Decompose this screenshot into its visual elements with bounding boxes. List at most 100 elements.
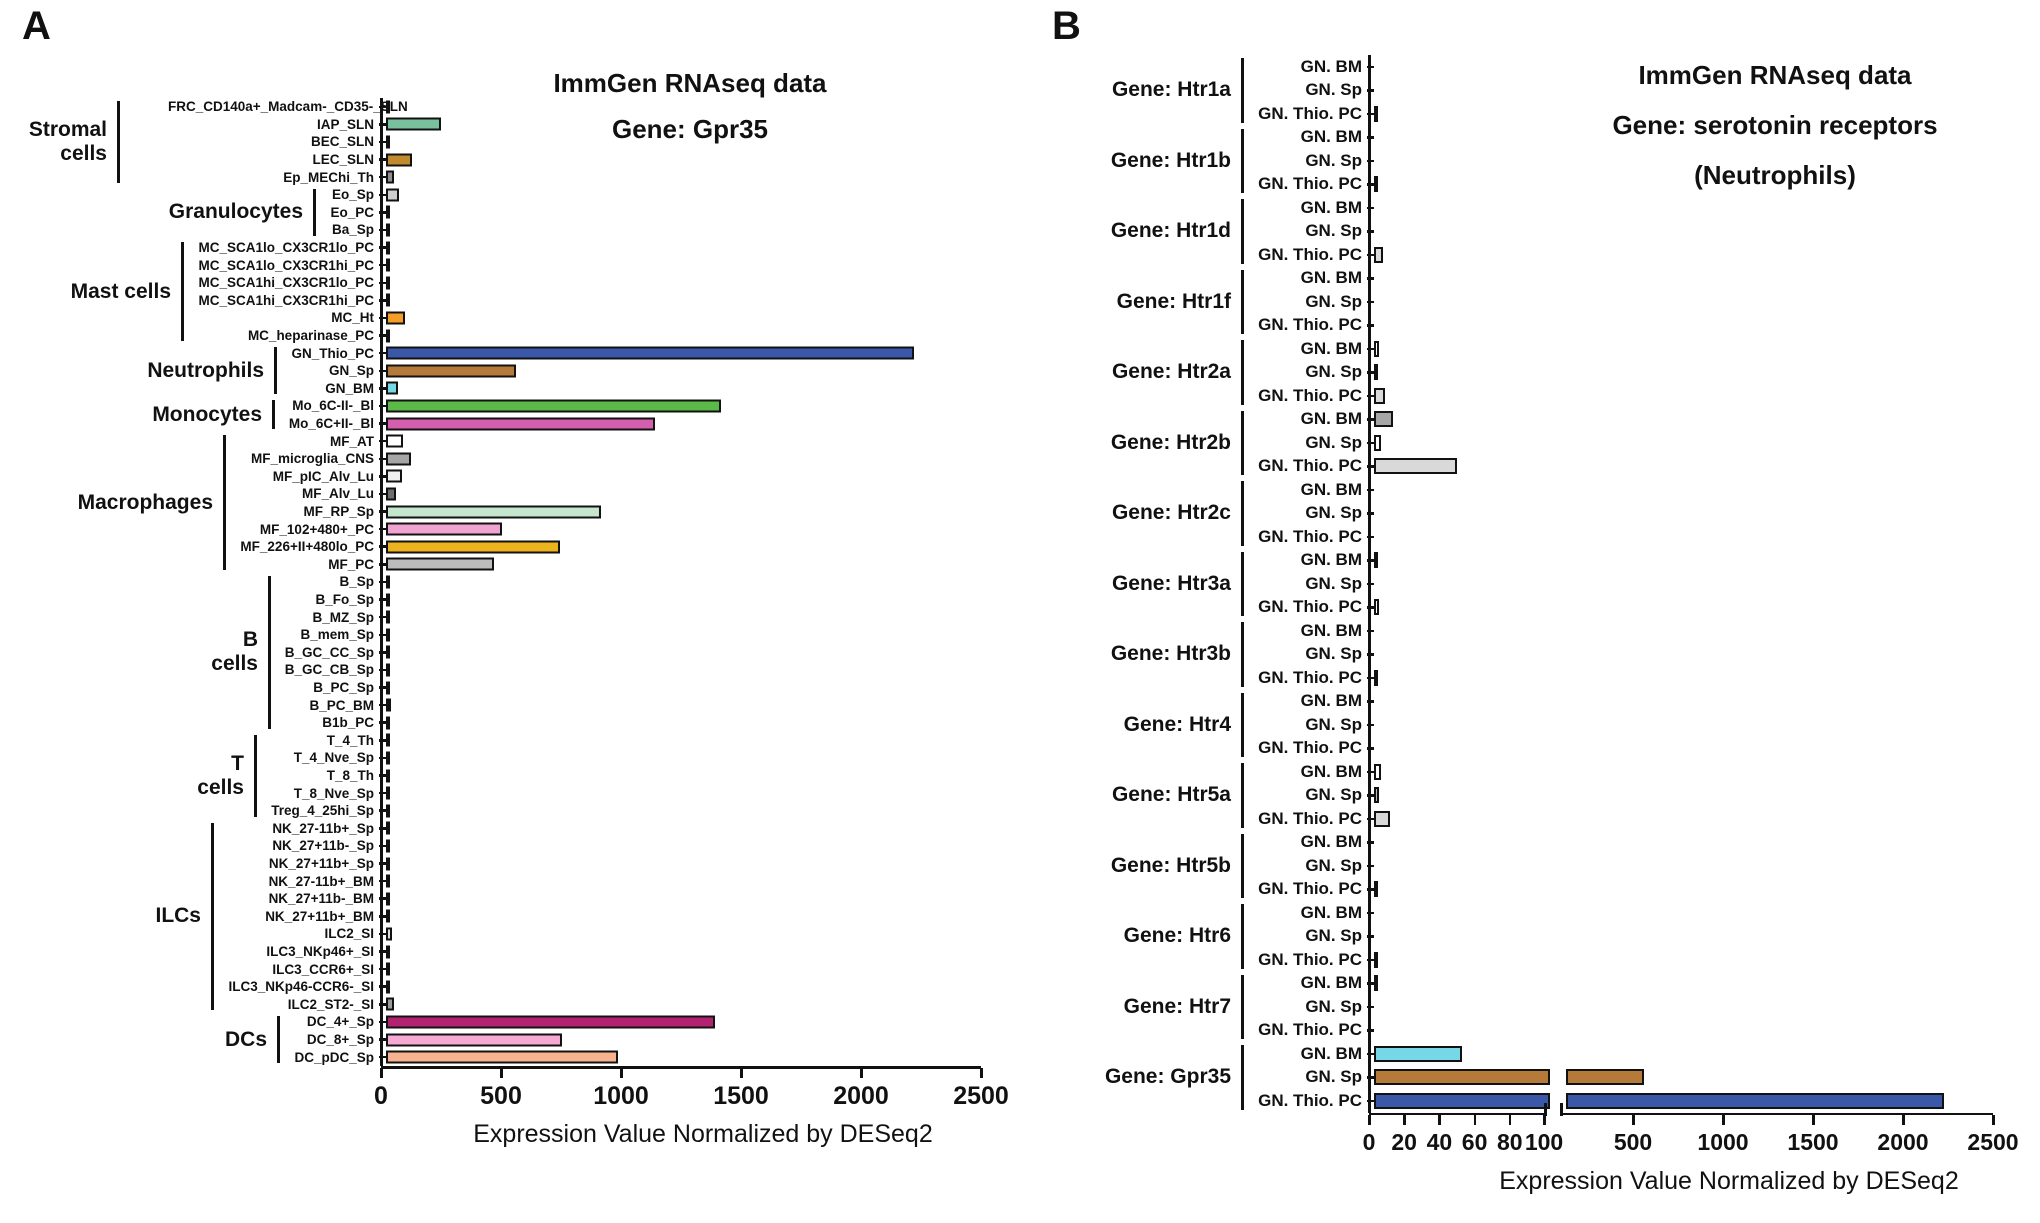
group-label-line: Gene: Htr3a — [1111, 571, 1231, 595]
row-label: GN. BM — [1238, 762, 1367, 782]
chart-row: GN. Thio. PC — [1238, 1089, 2040, 1113]
category-group: Gene: Gpr35 GN. BM GN. Sp GN. Thio. PC — [1050, 1042, 2040, 1113]
row-tick — [379, 774, 386, 777]
bar — [386, 733, 390, 747]
bar — [386, 610, 390, 624]
row-label-text: GN. Sp — [1305, 644, 1362, 664]
bar — [386, 276, 390, 290]
row-tick — [1367, 1076, 1374, 1079]
chart-row: GN. BM — [1238, 478, 2040, 502]
row-label-text: GN. Thio. PC — [1258, 808, 1362, 828]
panel-title: ImmGen RNAseq data Gene: serotonin recept… — [1445, 50, 2040, 200]
bar-track — [1374, 79, 2040, 103]
chart-row: GN. BM — [1238, 831, 2040, 855]
chart-row: GN. Sp — [1238, 784, 2040, 808]
group-label: Gene: Htr1b — [1050, 126, 1231, 197]
bar — [386, 117, 442, 131]
bar-track — [386, 98, 1030, 116]
chart-row: GN. BM — [1238, 267, 2040, 291]
x-axis: 0 500 1000 1500 2000 2500 Expression Value Nor… — [374, 1066, 1041, 1176]
row-label: Eo_PC — [168, 205, 379, 220]
group-bracket — [313, 189, 316, 236]
group-rows: GN. BM GN. Sp GN. Thio. PC — [1238, 126, 2040, 197]
row-tick — [1367, 606, 1374, 609]
row-label-text: GN. BM — [1300, 973, 1362, 993]
group-label-line: Gene: Htr1f — [1116, 289, 1231, 313]
chart-row: MC_Ht — [168, 309, 1030, 327]
chart-row: GN. BM — [1238, 901, 2040, 925]
row-label-text: MC_SCA1lo_CX3CR1hi_PC — [198, 257, 374, 273]
chart-row: MC_SCA1lo_CX3CR1lo_PC — [168, 239, 1030, 257]
group-label-line: T — [231, 751, 244, 775]
group-rows: GN. BM GN. Sp GN. Thio. PC — [1238, 196, 2040, 267]
x-axis-line-left — [1369, 1112, 1545, 1115]
row-label-text: GN. BM — [1300, 832, 1362, 852]
category-group: Macrophages MF_AT MF_microglia_CNS MF_pIC_A… — [20, 432, 1030, 573]
chart-row: GN. Thio. PC — [1238, 173, 2040, 197]
row-label: GN_Sp — [168, 363, 379, 378]
bar-track — [386, 960, 1030, 978]
row-label-text: GN. BM — [1300, 197, 1362, 217]
row-tick — [379, 598, 386, 601]
group-rows: GN. BM GN. Sp GN. Thio. PC — [1238, 337, 2040, 408]
row-label-text: NK_27-11b+_BM — [268, 873, 374, 889]
bar — [1374, 1069, 1550, 1086]
bar-track — [1374, 267, 2040, 291]
row-label-text: GN. Sp — [1305, 80, 1362, 100]
axis-tick — [1508, 1114, 1512, 1125]
bar-track — [386, 908, 1030, 926]
group-label: Gene: Htr3b — [1050, 619, 1231, 690]
row-label: GN. Sp — [1238, 1067, 1367, 1087]
row-label: GN. Sp — [1238, 997, 1367, 1017]
group-label: Gene: Htr2b — [1050, 408, 1231, 479]
row-label-text: T_8_Th — [326, 768, 374, 784]
group-label: Gene: Htr2a — [1050, 337, 1231, 408]
row-label-text: GN. Thio. PC — [1258, 879, 1362, 899]
group-label: Gene: Htr1f — [1050, 267, 1231, 338]
row-tick — [379, 615, 386, 619]
group-rows: Mo_6C-II-_Bl Mo_6C+II-_Bl — [168, 397, 1030, 432]
row-tick — [1367, 488, 1374, 491]
row-label: MC_SCA1hi_CX3CR1lo_PC — [168, 275, 379, 290]
row-label-text: ILC2_ST2-_SI — [287, 996, 374, 1012]
bar — [386, 857, 390, 871]
row-tick — [1367, 112, 1374, 115]
bar-track — [386, 362, 1030, 380]
category-group: Gene: Htr1b GN. BM GN. Sp GN. Thio. PC — [1050, 126, 2040, 197]
bar — [1374, 434, 1382, 451]
row-label-text: GN. BM — [1300, 1043, 1362, 1063]
row-tick — [379, 1038, 386, 1041]
row-label-text: GN. Thio. PC — [1258, 1090, 1362, 1110]
chart-row: LEC_SLN — [168, 151, 1030, 169]
bar-track — [1374, 525, 2040, 549]
bar — [386, 980, 390, 994]
bar-track — [1374, 220, 2040, 244]
row-label-text: B_PC_BM — [309, 697, 374, 713]
row-label: GN. Sp — [1238, 503, 1367, 523]
row-label: Ba_Sp — [168, 222, 379, 237]
group-rows: GN. BM GN. Sp GN. Thio. PC — [1238, 267, 2040, 338]
row-tick — [1367, 441, 1374, 444]
row-tick — [1367, 700, 1374, 703]
row-tick — [379, 211, 386, 214]
bar — [386, 452, 412, 466]
group-rows: GN. BM GN. Sp GN. Thio. PC — [1238, 760, 2040, 831]
chart-row: GN. Sp — [1238, 925, 2040, 949]
panel-title-line: ImmGen RNAseq data — [553, 68, 827, 98]
group-rows: FRC_CD140a+_Madcam-_CD35-_SLN IAP_SLN BEC_… — [168, 98, 1030, 186]
chart-row: GN. Sp — [1238, 995, 2040, 1019]
row-label-text: B_Sp — [339, 574, 374, 590]
bar-track — [1374, 760, 2040, 784]
row-label-text: Mo_6C-II-_Bl — [292, 398, 374, 414]
chart-row: NK_27+11b-_BM — [168, 890, 1030, 908]
chart-row: GN. Thio. PC — [1238, 314, 2040, 338]
chart-row: MF_RP_Sp — [168, 503, 1030, 521]
row-tick — [1367, 159, 1374, 162]
chart-row: FRC_CD140a+_Madcam-_CD35-_SLN — [168, 98, 1030, 116]
row-label: MF_AT — [168, 434, 379, 449]
chart-row: DC_pDC_Sp — [168, 1048, 1030, 1066]
chart-row: GN. Thio. PC — [1238, 878, 2040, 902]
bar — [386, 945, 390, 959]
group-rows: GN. BM GN. Sp GN. Thio. PC — [1238, 55, 2040, 126]
